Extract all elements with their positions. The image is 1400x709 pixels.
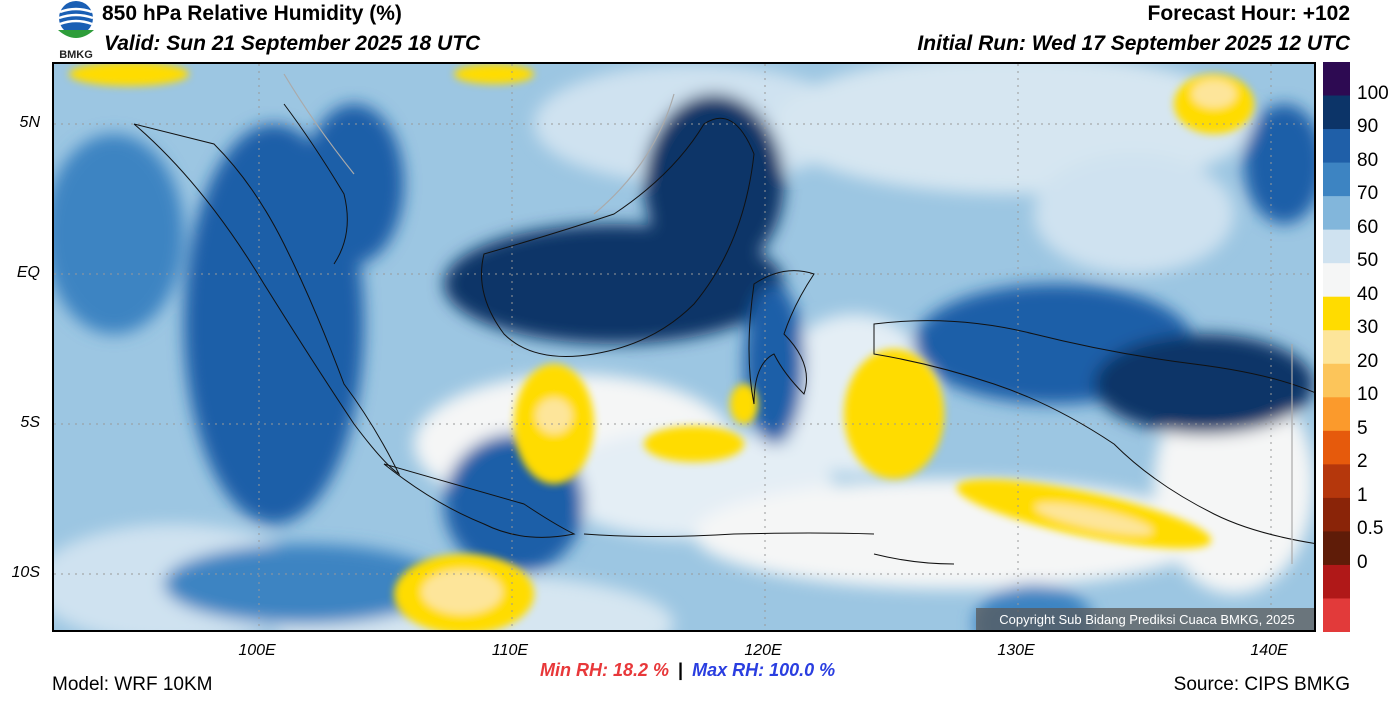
colorbar-segment (1323, 95, 1350, 130)
colorbar-segment (1323, 564, 1350, 599)
colorbar-segment (1323, 62, 1350, 97)
colorbar-label: 60 (1357, 216, 1379, 238)
max-rh: Max RH: 100.0 % (692, 660, 836, 680)
initial-run: Initial Run: Wed 17 September 2025 12 UT… (917, 32, 1350, 55)
colorbar-label: 100 (1357, 82, 1389, 104)
model-label: Model: WRF 10KM (52, 674, 213, 695)
colorbar-label: 40 (1357, 283, 1379, 305)
colorbar-segment (1323, 330, 1350, 365)
colorbar-segment (1323, 497, 1350, 532)
colorbar-label: 10 (1357, 384, 1379, 406)
lat-tick-10s: 10S (11, 564, 40, 581)
bmkg-logo: BMKG (52, 0, 100, 62)
colorbar-label: 30 (1357, 317, 1379, 339)
colorbar-label: 50 (1357, 250, 1379, 272)
colorbar-label: 80 (1357, 149, 1379, 171)
colorbar-label: 2 (1357, 451, 1368, 473)
min-max-summary: Min RH: 18.2 % | Max RH: 100.0 % (540, 660, 835, 681)
source-label: Source: CIPS BMKG (1173, 674, 1350, 695)
lon-tick-140e: 140E (1250, 642, 1288, 659)
colorbar-segment (1323, 464, 1350, 499)
colorbar-label: 20 (1357, 350, 1379, 372)
forecast-hour: Forecast Hour: +102 (1147, 2, 1351, 25)
colorbar-segment (1323, 397, 1350, 432)
lon-tick-120e: 120E (744, 642, 782, 659)
lon-tick-110e: 110E (491, 642, 529, 659)
coastlines (133, 103, 1314, 565)
colorbar-label: 0 (1357, 551, 1368, 573)
colorbar-label: 0.5 (1357, 518, 1384, 540)
colorbar-segment (1323, 363, 1350, 398)
colorbar-segment (1323, 162, 1350, 197)
lat-tick-5s: 5S (20, 414, 40, 431)
colorbar (1323, 62, 1350, 633)
colorbar-segment (1323, 430, 1350, 465)
copyright-notice: Copyright Sub Bidang Prediksi Cuaca BMKG… (976, 608, 1314, 630)
lon-tick-130e: 130E (997, 642, 1035, 659)
chart-title: 850 hPa Relative Humidity (%) (102, 2, 402, 25)
humidity-field (54, 64, 1314, 630)
colorbar-label: 1 (1357, 484, 1368, 506)
lat-tick-eq: EQ (16, 264, 40, 281)
colorbar-segment (1323, 531, 1350, 566)
min-max-separator: | (678, 660, 684, 680)
lon-tick-100e: 100E (238, 642, 276, 659)
colorbar-label: 5 (1357, 417, 1368, 439)
colorbar-label: 70 (1357, 183, 1379, 205)
colorbar-segment (1323, 263, 1350, 298)
lat-tick-5n: 5N (19, 114, 40, 131)
valid-time: Valid: Sun 21 September 2025 18 UTC (104, 32, 481, 55)
colorbar-label: 90 (1357, 116, 1379, 138)
colorbar-segment (1323, 229, 1350, 264)
humidity-map: Copyright Sub Bidang Prediksi Cuaca BMKG… (52, 62, 1316, 632)
logo-text: BMKG (59, 49, 93, 61)
colorbar-segment (1323, 196, 1350, 231)
colorbar-segment (1323, 296, 1350, 331)
colorbar-segment (1323, 598, 1350, 633)
min-rh: Min RH: 18.2 % (540, 660, 670, 680)
colorbar-segment (1323, 129, 1350, 164)
